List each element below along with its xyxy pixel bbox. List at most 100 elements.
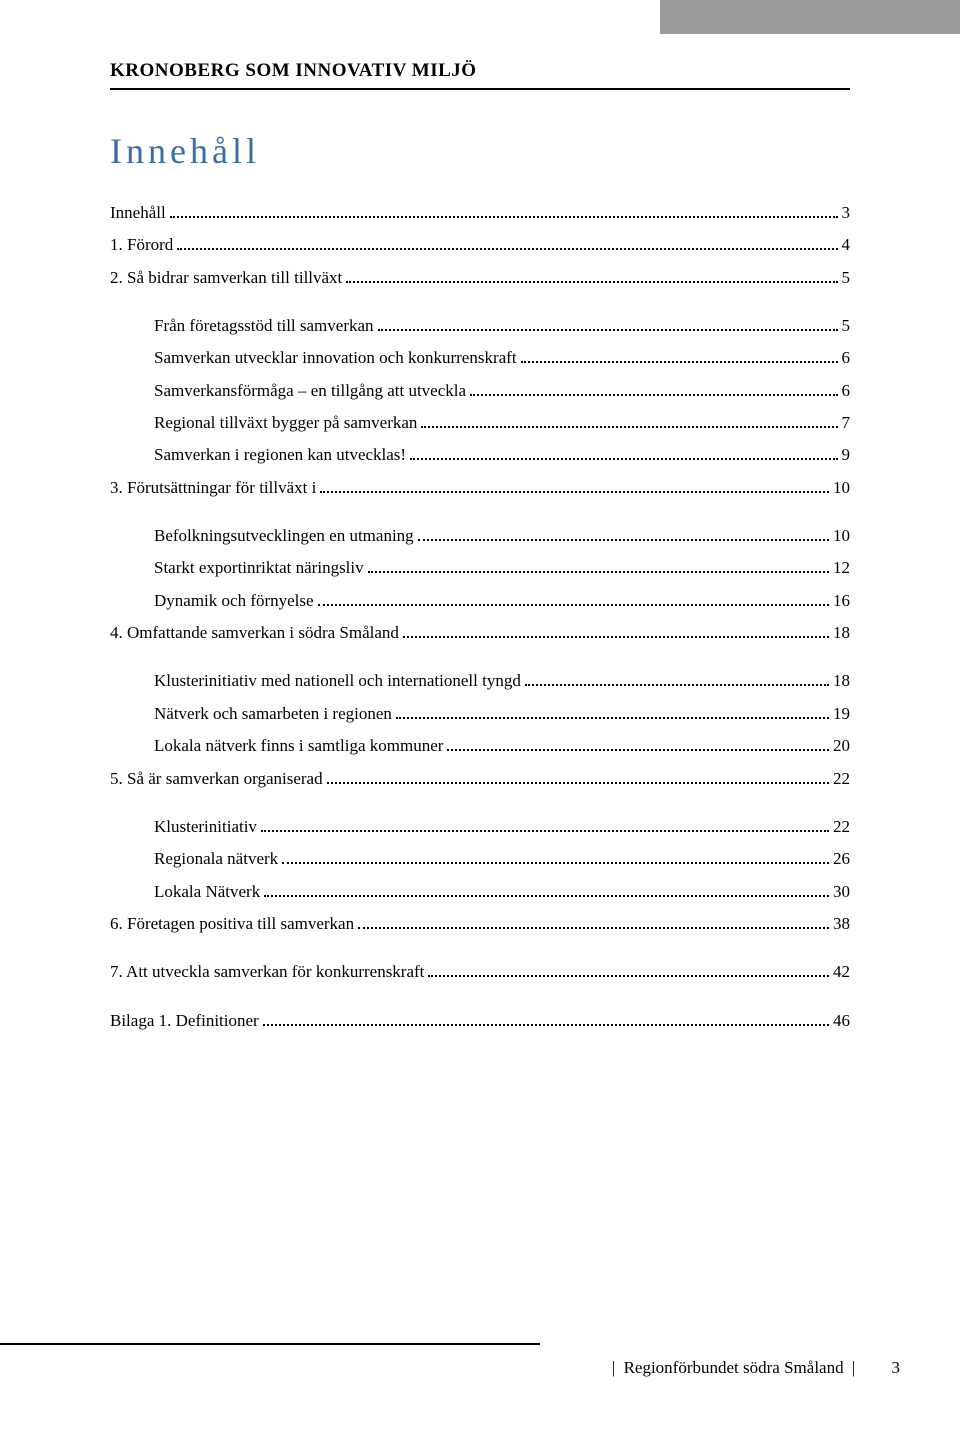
toc-row: Samverkansförmåga – en tillgång att utve… <box>154 378 850 404</box>
toc-entry-page: 19 <box>833 701 850 727</box>
toc-row: Samverkan i regionen kan utvecklas! 9 <box>154 442 850 468</box>
toc-entry-page: 18 <box>833 620 850 646</box>
toc-section: Klusterinitiativ 22 Regionala nätverk 26 Lok… <box>110 814 850 937</box>
toc-row: Regional tillväxt bygger på samverkan 7 <box>154 410 850 436</box>
toc-entry-page: 6 <box>842 345 851 371</box>
toc-entry-page: 18 <box>833 668 850 694</box>
toc-leader-dots <box>170 216 838 218</box>
toc-leader-dots <box>403 636 829 638</box>
toc-row: Nätverk och samarbeten i regionen 19 <box>154 701 850 727</box>
footer-page-number: 3 <box>892 1358 901 1377</box>
toc-entry-label: 5. Så är samverkan organiserad <box>110 766 323 792</box>
toc-entry-page: 42 <box>833 959 850 985</box>
toc-leader-dots <box>447 749 829 751</box>
toc-entry-page: 30 <box>833 879 850 905</box>
toc-leader-dots <box>421 426 837 428</box>
toc-leader-dots <box>177 248 837 250</box>
toc-leader-dots <box>320 491 829 493</box>
header-title: KRONOBERG SOM INNOVATIV MILJÖ <box>110 60 850 88</box>
footer-sep-right: | <box>852 1358 855 1377</box>
toc-entry-label: Från företagsstöd till samverkan <box>154 313 374 339</box>
toc-entry-page: 7 <box>842 410 851 436</box>
toc-row: Lokala nätverk finns i samtliga kommuner… <box>154 733 850 759</box>
footer-sep-left: | <box>612 1358 615 1377</box>
footer-org: Regionförbundet södra Småland <box>624 1358 844 1377</box>
toc-entry-label: Lokala nätverk finns i samtliga kommuner <box>154 733 443 759</box>
toc-entry-label: 3. Förutsättningar för tillväxt i <box>110 475 316 501</box>
toc-section: Bilaga 1. Definitioner46 <box>110 1008 850 1034</box>
toc-row: 3. Förutsättningar för tillväxt i 10 <box>110 475 850 501</box>
toc-entry-page: 46 <box>833 1008 850 1034</box>
toc-leader-dots <box>428 975 829 977</box>
toc-entry-page: 10 <box>833 475 850 501</box>
toc-entry-label: Dynamik och förnyelse <box>154 588 314 614</box>
toc-leader-dots <box>346 281 837 283</box>
toc-leader-dots <box>418 539 829 541</box>
toc-leader-dots <box>261 830 829 832</box>
toc-entry-label: 4. Omfattande samverkan i södra Småland <box>110 620 399 646</box>
toc-entry-page: 10 <box>833 523 850 549</box>
toc-entry-label: 2. Så bidrar samverkan till tillväxt <box>110 265 342 291</box>
toc-entry-page: 26 <box>833 846 850 872</box>
toc-leader-dots <box>521 361 838 363</box>
toc-entry-page: 20 <box>833 733 850 759</box>
toc-row: Befolkningsutvecklingen en utmaning10 <box>154 523 850 549</box>
toc-entry-label: Lokala Nätverk <box>154 879 260 905</box>
header-decor-box <box>660 0 960 34</box>
toc-entry-page: 3 <box>842 200 851 226</box>
toc-entry-page: 22 <box>833 766 850 792</box>
toc-row: Klusterinitiativ med nationell och inter… <box>154 668 850 694</box>
toc-leader-dots <box>470 394 837 396</box>
toc-entry-label: Starkt exportinriktat näringsliv <box>154 555 364 581</box>
toc-leader-dots <box>327 782 829 784</box>
toc-entry-label: 6. Företagen positiva till samverkan <box>110 911 354 937</box>
toc-row: 2. Så bidrar samverkan till tillväxt5 <box>110 265 850 291</box>
toc-entry-page: 38 <box>833 911 850 937</box>
toc-leader-dots <box>358 927 829 929</box>
footer-rule <box>0 1343 540 1345</box>
toc-section: 7. Att utveckla samverkan för konkurrens… <box>110 959 850 985</box>
toc-entry-label: Samverkan utvecklar innovation och konku… <box>154 345 517 371</box>
toc-row: 6. Företagen positiva till samverkan 38 <box>110 911 850 937</box>
toc-entry-label: Samverkansförmåga – en tillgång att utve… <box>154 378 466 404</box>
toc-entry-label: Regional tillväxt bygger på samverkan <box>154 410 417 436</box>
toc-entry-label: 1. Förord <box>110 232 173 258</box>
page-header: KRONOBERG SOM INNOVATIV MILJÖ <box>110 60 850 90</box>
toc-leader-dots <box>282 862 829 864</box>
toc-section: Klusterinitiativ med nationell och inter… <box>110 668 850 791</box>
toc-row: Bilaga 1. Definitioner46 <box>110 1008 850 1034</box>
toc-entry-label: 7. Att utveckla samverkan för konkurrens… <box>110 959 424 985</box>
toc-leader-dots <box>368 571 829 573</box>
toc-leader-dots <box>318 604 829 606</box>
toc-entry-page: 9 <box>842 442 851 468</box>
toc-entry-page: 22 <box>833 814 850 840</box>
toc-row: Från företagsstöd till samverkan5 <box>154 313 850 339</box>
toc-leader-dots <box>525 684 829 686</box>
toc-entry-page: 16 <box>833 588 850 614</box>
toc-row: 4. Omfattande samverkan i södra Småland 1… <box>110 620 850 646</box>
toc-entry-page: 6 <box>842 378 851 404</box>
toc-entry-label: Nätverk och samarbeten i regionen <box>154 701 392 727</box>
toc-entry-label: Klusterinitiativ med nationell och inter… <box>154 668 521 694</box>
toc-row: 7. Att utveckla samverkan för konkurrens… <box>110 959 850 985</box>
toc-entry-page: 4 <box>842 232 851 258</box>
toc-row: Dynamik och förnyelse 16 <box>154 588 850 614</box>
footer-text: | Regionförbundet södra Småland | 3 <box>110 1358 900 1378</box>
toc-container: Innehåll 3 1. Förord 4 2. Så bidrar samverka… <box>110 200 850 1034</box>
toc-heading: Innehåll <box>110 130 850 172</box>
toc-row: Innehåll 3 <box>110 200 850 226</box>
toc-entry-label: Innehåll <box>110 200 166 226</box>
toc-leader-dots <box>264 895 829 897</box>
toc-entry-label: Klusterinitiativ <box>154 814 257 840</box>
toc-entry-label: Samverkan i regionen kan utvecklas! <box>154 442 406 468</box>
toc-leader-dots <box>410 458 837 460</box>
page-footer: | Regionförbundet södra Småland | 3 <box>110 1340 900 1378</box>
toc-leader-dots <box>378 329 838 331</box>
toc-row: 5. Så är samverkan organiserad 22 <box>110 766 850 792</box>
toc-row: Starkt exportinriktat näringsliv12 <box>154 555 850 581</box>
toc-section: Från företagsstöd till samverkan5 Samverk… <box>110 313 850 501</box>
toc-leader-dots <box>396 717 829 719</box>
toc-row: Klusterinitiativ 22 <box>154 814 850 840</box>
toc-entry-label: Regionala nätverk <box>154 846 278 872</box>
toc-row: Regionala nätverk 26 <box>154 846 850 872</box>
